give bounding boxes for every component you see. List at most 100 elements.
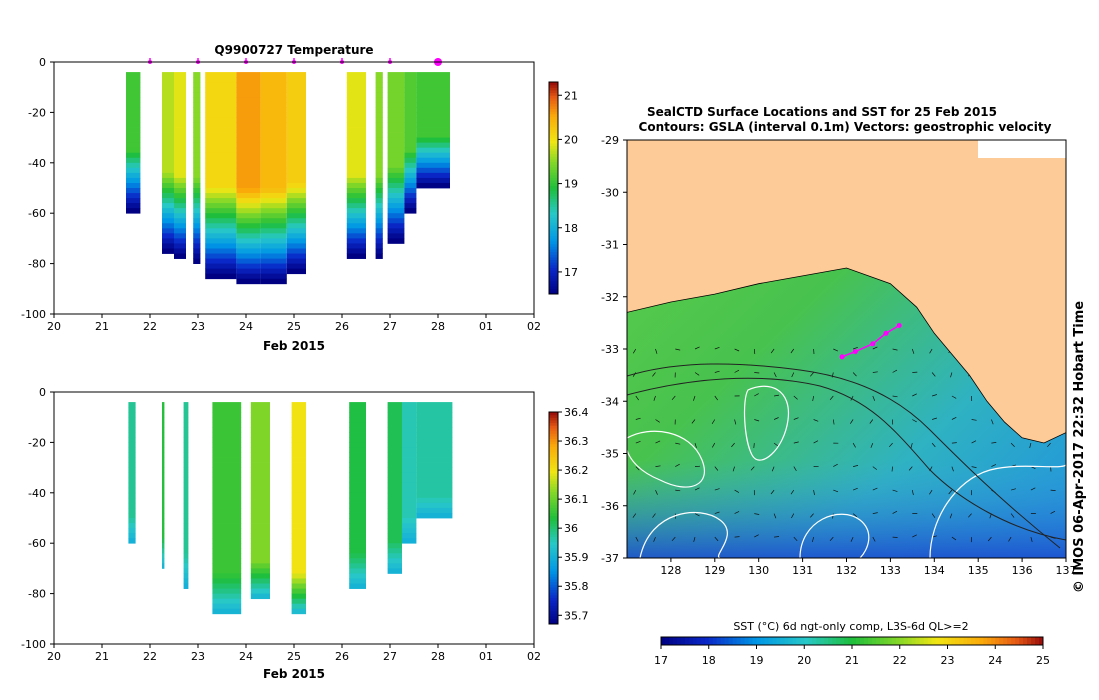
colorbar-segment [549, 446, 558, 450]
colorbar-segment [549, 105, 558, 109]
velocity-vector [852, 442, 856, 448]
profile-cell [291, 538, 306, 544]
profile-cell [416, 497, 453, 504]
velocity-vector [691, 419, 696, 424]
profile-cell [404, 188, 417, 194]
profile-cell [162, 492, 165, 499]
velocity-vector [714, 466, 719, 471]
profile-cell [205, 92, 237, 98]
sst-colorbar-segment [712, 637, 718, 645]
profile-cell [402, 437, 417, 443]
profile-cell [205, 172, 237, 179]
salinity-section-plot: 20 21 22 23 24 25 26 27 28 01 020-20-40-60-80-100 … [21, 386, 588, 681]
colorbar-segment [549, 198, 558, 202]
profile-cell [286, 208, 306, 214]
profile-cell [387, 208, 405, 214]
profile-cell [193, 218, 201, 224]
sst-colorbar-segment [979, 637, 984, 645]
profile-cell [250, 558, 270, 564]
velocity-vector [714, 536, 719, 542]
sst-colorbar-segment [927, 637, 933, 645]
profile-cell [286, 72, 306, 78]
colorbar-tick-label: 19 [564, 178, 578, 191]
profile-cell [387, 558, 402, 564]
profile-cell [162, 523, 165, 529]
profile-cell [212, 472, 242, 479]
sst-colorbar-segment [959, 637, 964, 645]
profile-cell [402, 457, 417, 463]
colorbar-segment [549, 280, 558, 284]
profile-cell [346, 193, 366, 199]
velocity-vector [949, 513, 953, 519]
profile-cell [250, 457, 270, 463]
profile-cell [162, 223, 174, 229]
sst-colorbar-segment [963, 637, 968, 645]
profile-cell [236, 258, 261, 264]
colorbar-segment [549, 111, 558, 115]
profile-cell [205, 182, 237, 189]
profile-cell [162, 82, 174, 88]
velocity-vector [714, 488, 720, 491]
profile-cell [349, 437, 366, 443]
colorbar-segment [549, 195, 558, 200]
profile-cell [205, 157, 237, 164]
profile-cell [205, 97, 237, 103]
velocity-vector [633, 489, 637, 495]
profile-cell [193, 92, 201, 98]
profile-cell [387, 447, 402, 453]
colorbar-segment [549, 451, 558, 455]
profile-cell [174, 177, 186, 184]
profile-cell [286, 142, 306, 149]
profile-cell [236, 152, 261, 159]
profile-cell [346, 198, 366, 204]
profile-cell [402, 467, 417, 474]
profile-cell [212, 523, 242, 529]
profile-cell [416, 502, 453, 509]
profile-cell [236, 117, 261, 123]
profile-cell [162, 137, 174, 144]
colorbar-segment [549, 488, 558, 492]
profile-cell [404, 152, 417, 159]
profile-cell [387, 147, 405, 154]
profile-cell [236, 233, 261, 239]
profile-cell [404, 127, 417, 133]
profile-cell [416, 132, 450, 138]
profile-cell [416, 117, 450, 123]
profile-cell [375, 248, 383, 254]
velocity-vector [635, 440, 641, 444]
profile-cell [250, 593, 270, 600]
profile-cell [193, 112, 201, 118]
profile-cell [212, 437, 242, 443]
colorbar-segment [549, 278, 558, 282]
profile-cell [162, 417, 165, 423]
profile-cell [126, 152, 141, 159]
profile-cell [250, 548, 270, 554]
profile-cell [250, 533, 270, 539]
sst-colorbar-segment [736, 637, 742, 645]
velocity-vector [869, 419, 874, 424]
colorbar-segment [549, 472, 558, 477]
profile-cell [387, 467, 402, 474]
profile-cell [212, 538, 242, 544]
profile-cell [291, 563, 306, 569]
velocity-vector [1010, 442, 1015, 447]
colorbar-segment [549, 618, 558, 622]
profile-cell [162, 452, 165, 458]
velocity-vector [833, 463, 838, 467]
profile-cell [212, 452, 242, 458]
profile-cell [416, 407, 453, 413]
profile-cell [346, 142, 366, 149]
profile-cell [375, 107, 383, 113]
colorbar-segment [549, 435, 558, 439]
profile-cell [346, 238, 366, 244]
colorbar-segment [549, 496, 558, 500]
y-tick-label: -40 [28, 487, 46, 500]
x-tick-label: 02 [527, 320, 541, 333]
profile-cell [375, 223, 383, 229]
velocity-vector [734, 348, 740, 352]
profile-cell [286, 213, 306, 219]
profile-cell [236, 193, 261, 199]
profile-cell [128, 487, 136, 494]
colorbar-segment [549, 193, 558, 197]
colorbar-segment [549, 190, 558, 194]
